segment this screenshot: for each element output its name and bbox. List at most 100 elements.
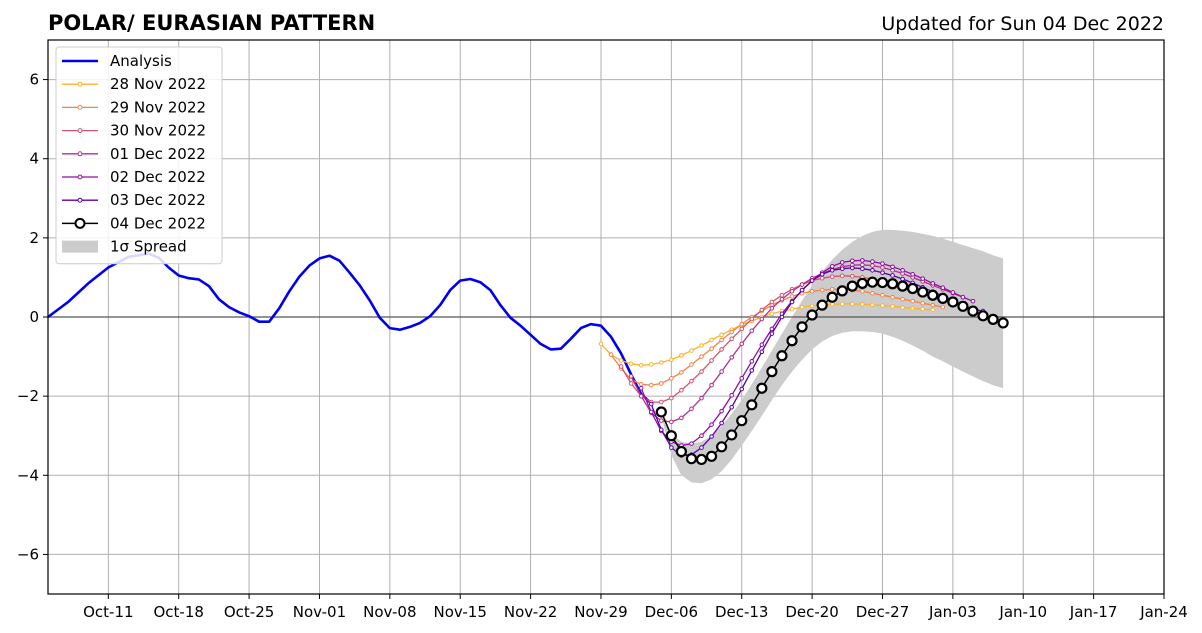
x-tick-label: Dec-20: [785, 603, 839, 621]
current-forecast-point: [705, 450, 718, 462]
forecast-point: [870, 268, 875, 273]
forecast-point: [628, 361, 634, 366]
analysis-line: [47, 252, 653, 405]
forecast-point: [870, 263, 875, 268]
x-tick-label: Nov-08: [363, 603, 416, 621]
forecast-point: [860, 266, 865, 272]
forecast-point: [890, 268, 895, 273]
forecast-point: [618, 364, 624, 369]
forecast-point: [839, 266, 845, 272]
legend-box: [55, 46, 223, 265]
current-forecast-point: [756, 382, 768, 394]
forecast-point: [850, 258, 855, 264]
forecast-point: [920, 276, 926, 281]
forecast-point: [860, 288, 865, 294]
forecast-point: [779, 296, 785, 302]
chart-title: POLAR/ EURASIAN PATTERN: [48, 11, 375, 35]
current-forecast-point: [866, 276, 879, 288]
forecast-point: [739, 386, 745, 392]
forecast-point: [749, 316, 755, 322]
current-forecast-point: [776, 350, 788, 362]
forecast-point: [699, 433, 704, 439]
forecast-point: [638, 385, 644, 391]
forecast-line: [600, 303, 933, 366]
forecast-point: [829, 302, 835, 307]
current-forecast-point: [716, 441, 728, 453]
x-tick-label: Nov-15: [434, 603, 487, 621]
forecast-point: [719, 337, 724, 343]
forecast-point: [749, 328, 755, 334]
forecast-point: [729, 393, 734, 398]
forecast-point: [900, 296, 905, 302]
x-tick-label: Jan-17: [1069, 603, 1118, 621]
forecast-point: [900, 305, 905, 310]
legend-item: 04 Dec 2022: [62, 214, 206, 232]
current-forecast-point: [957, 300, 969, 312]
forecast-point: [598, 341, 604, 347]
forecast-point: [829, 264, 835, 269]
forecast-point: [689, 378, 694, 384]
x-tick-label: Nov-29: [574, 603, 627, 621]
x-tick-label: Dec-06: [645, 603, 699, 621]
forecast-point: [689, 362, 694, 367]
forecast-point: [930, 281, 936, 286]
current-forecast-point: [907, 282, 919, 295]
forecast-point: [819, 271, 825, 277]
current-forecast-point: [665, 430, 677, 442]
chart-subtitle: Updated for Sun 04 Dec 2022: [881, 13, 1164, 35]
forecast-point: [669, 357, 674, 363]
forecast-point: [769, 326, 775, 332]
forecast-point: [769, 305, 775, 311]
current-forecast-point: [726, 429, 738, 441]
y-tick-label: −6: [17, 545, 39, 563]
legend-marker: [77, 81, 83, 87]
forecast-point: [628, 374, 634, 379]
forecast-point: [749, 359, 755, 364]
forecast-point: [880, 261, 885, 266]
forecast-point: [769, 331, 775, 336]
forecast-point: [699, 343, 704, 348]
forecast-point: [709, 346, 714, 351]
series-28-nov-2022: [598, 301, 936, 368]
legend-item: 30 Nov 2022: [62, 122, 206, 140]
x-tick-label: Dec-27: [856, 603, 910, 621]
current-forecast-point: [927, 289, 939, 301]
forecast-point: [689, 348, 694, 353]
current-forecast-point: [675, 445, 688, 458]
forecast-point: [839, 260, 845, 265]
forecast-point: [648, 409, 654, 415]
current-forecast-point: [826, 291, 838, 303]
legend-marker: [77, 151, 83, 157]
forecast-point: [890, 304, 895, 309]
series-04-dec-2022: [655, 276, 1009, 466]
forecast-point: [850, 273, 855, 279]
forecast-point: [809, 303, 815, 309]
x-tick-label: Oct-11: [83, 603, 133, 621]
forecast-point: [679, 415, 684, 421]
forecast-point: [749, 368, 755, 373]
forecast-point: [679, 387, 684, 393]
forecast-point: [658, 399, 664, 405]
forecast-point: [880, 270, 885, 275]
forecast-point: [860, 262, 865, 268]
forecast-point: [759, 342, 765, 348]
y-tick-label: 2: [29, 229, 39, 247]
forecast-point: [719, 420, 724, 426]
forecast-point: [769, 299, 775, 305]
x-tick-label: Oct-25: [224, 603, 274, 621]
forecast-point: [739, 376, 745, 381]
forecast-point: [729, 355, 734, 360]
forecast-point: [729, 329, 734, 335]
current-forecast-point: [947, 296, 959, 308]
forecast-point: [860, 302, 865, 307]
legend-label: 1σ Spread: [110, 238, 187, 256]
forecast-point: [699, 395, 704, 401]
forecast-point: [689, 441, 694, 446]
legend-label: 01 Dec 2022: [110, 145, 206, 163]
forecast-point: [819, 275, 825, 281]
series-03-dec-2022: [648, 265, 986, 458]
forecast-point: [648, 401, 654, 407]
series-analysis: [47, 252, 653, 405]
current-forecast-point: [896, 280, 909, 292]
series-29-nov-2022: [608, 287, 946, 388]
